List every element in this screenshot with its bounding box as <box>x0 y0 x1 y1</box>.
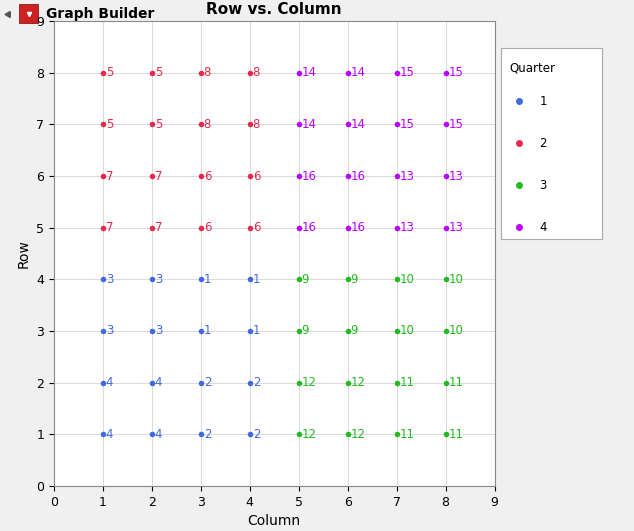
Text: 4: 4 <box>106 376 113 389</box>
Text: 8: 8 <box>253 66 260 79</box>
Text: 12: 12 <box>351 376 366 389</box>
Text: 2: 2 <box>204 428 211 441</box>
Text: 16: 16 <box>302 169 316 183</box>
Text: 5: 5 <box>106 118 113 131</box>
Text: 16: 16 <box>351 169 366 183</box>
Text: 5: 5 <box>155 66 162 79</box>
Text: 11: 11 <box>448 376 463 389</box>
Text: 8: 8 <box>253 118 260 131</box>
Text: 3: 3 <box>106 273 113 286</box>
Text: 3: 3 <box>106 324 113 338</box>
Text: 10: 10 <box>399 324 415 338</box>
Text: 14: 14 <box>302 66 316 79</box>
Text: 4: 4 <box>106 428 113 441</box>
Text: 11: 11 <box>399 428 415 441</box>
Text: 14: 14 <box>302 118 316 131</box>
Text: 11: 11 <box>399 376 415 389</box>
Text: 13: 13 <box>448 169 463 183</box>
Text: 12: 12 <box>302 428 316 441</box>
Text: 7: 7 <box>106 221 113 234</box>
Text: 14: 14 <box>351 66 366 79</box>
Text: 10: 10 <box>399 273 415 286</box>
Text: 14: 14 <box>351 118 366 131</box>
Text: 3: 3 <box>155 324 162 338</box>
Text: 1: 1 <box>204 273 211 286</box>
Text: 9: 9 <box>302 273 309 286</box>
Text: 7: 7 <box>155 221 162 234</box>
Text: 4: 4 <box>540 221 547 234</box>
Text: 13: 13 <box>399 221 415 234</box>
Text: 2: 2 <box>540 137 547 150</box>
Text: 15: 15 <box>399 66 415 79</box>
Text: 7: 7 <box>155 169 162 183</box>
Text: 4: 4 <box>155 428 162 441</box>
Text: 2: 2 <box>204 376 211 389</box>
Text: 1: 1 <box>540 95 547 108</box>
Text: 16: 16 <box>351 221 366 234</box>
FancyBboxPatch shape <box>19 4 38 23</box>
Text: 16: 16 <box>302 221 316 234</box>
Text: 15: 15 <box>399 118 415 131</box>
Text: Quarter: Quarter <box>509 61 555 74</box>
Text: 10: 10 <box>448 324 463 338</box>
Text: 1: 1 <box>204 324 211 338</box>
Text: 10: 10 <box>448 273 463 286</box>
Text: 13: 13 <box>448 221 463 234</box>
Text: 5: 5 <box>155 118 162 131</box>
Text: 1: 1 <box>253 273 260 286</box>
Text: 12: 12 <box>302 376 316 389</box>
Text: 9: 9 <box>351 273 358 286</box>
Text: 1: 1 <box>253 324 260 338</box>
Text: 8: 8 <box>204 118 211 131</box>
X-axis label: Column: Column <box>248 514 301 528</box>
Text: 6: 6 <box>253 169 260 183</box>
Y-axis label: Row: Row <box>16 239 30 268</box>
Text: 15: 15 <box>448 66 463 79</box>
Text: 6: 6 <box>204 221 211 234</box>
Text: 6: 6 <box>204 169 211 183</box>
Text: 13: 13 <box>399 169 415 183</box>
Title: Row vs. Column: Row vs. Column <box>207 2 342 18</box>
Text: 9: 9 <box>351 324 358 338</box>
Text: 15: 15 <box>448 118 463 131</box>
Text: 3: 3 <box>155 273 162 286</box>
Text: 7: 7 <box>106 169 113 183</box>
Text: 12: 12 <box>351 428 366 441</box>
Text: 6: 6 <box>253 221 260 234</box>
Text: 9: 9 <box>302 324 309 338</box>
Text: 4: 4 <box>155 376 162 389</box>
Text: 3: 3 <box>540 179 547 192</box>
Text: Graph Builder: Graph Builder <box>46 7 155 21</box>
Text: 2: 2 <box>253 376 260 389</box>
Text: 8: 8 <box>204 66 211 79</box>
Text: 2: 2 <box>253 428 260 441</box>
Text: 5: 5 <box>106 66 113 79</box>
Text: 11: 11 <box>448 428 463 441</box>
